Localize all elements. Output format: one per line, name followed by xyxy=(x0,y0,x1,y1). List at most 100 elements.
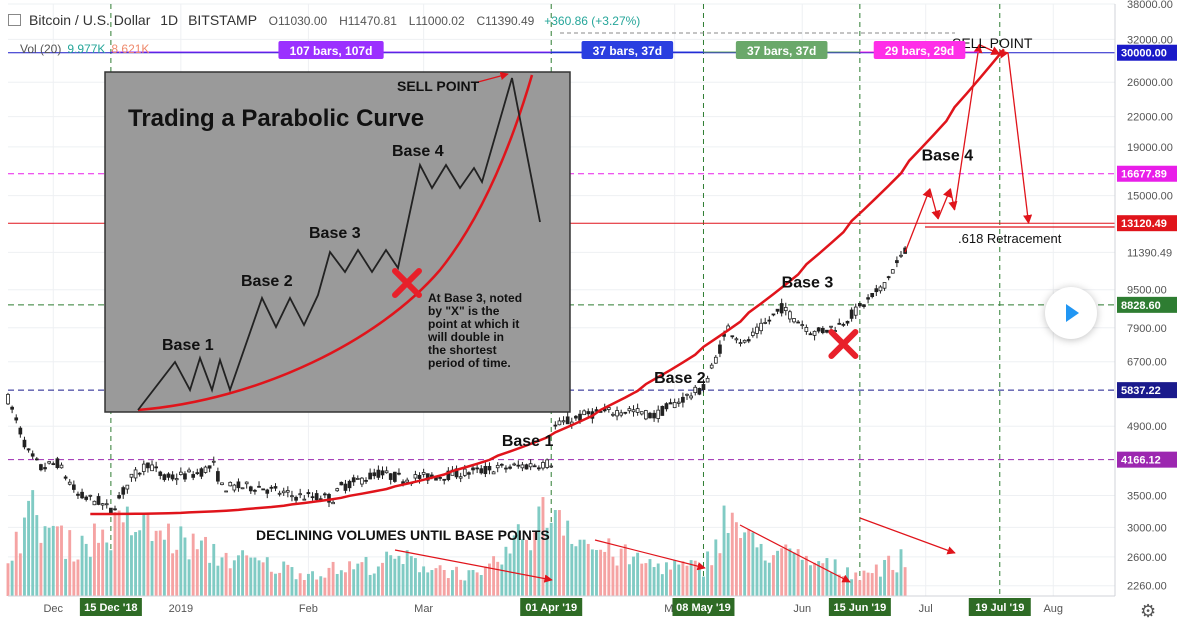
volume-bar xyxy=(899,549,903,596)
volume-bar xyxy=(817,561,821,596)
volume-bar xyxy=(154,530,158,596)
volume-bar xyxy=(895,572,899,596)
candle-body xyxy=(619,412,624,416)
candle-body xyxy=(508,466,512,469)
volume-bar xyxy=(796,549,800,596)
volume-bar xyxy=(689,560,693,596)
volume-trend-arrow-2 xyxy=(739,524,851,583)
candle-body xyxy=(837,322,842,325)
volume-bar xyxy=(693,560,697,596)
inset-note: At Base 3, noted by "X" is the point at wh… xyxy=(427,291,522,370)
candle-body xyxy=(606,407,611,410)
volume-bar xyxy=(825,558,829,596)
volume-bar xyxy=(512,535,516,596)
candle-body xyxy=(224,490,228,493)
volume-bar xyxy=(702,576,705,596)
inset-x-marker xyxy=(392,268,422,298)
volume-bar xyxy=(125,506,129,596)
candle-body xyxy=(582,410,586,416)
change-value: +360.86 (+3.27%) xyxy=(544,14,641,28)
inset-curve xyxy=(137,74,534,412)
candle-body xyxy=(504,467,508,470)
candle-body xyxy=(211,460,216,463)
candle-body xyxy=(574,415,578,419)
candle-body xyxy=(866,297,870,300)
candle-body xyxy=(104,503,109,506)
candle-body xyxy=(820,327,825,334)
volume-bar xyxy=(146,512,150,596)
gear-icon[interactable]: ⚙ xyxy=(1140,601,1157,621)
candle-body xyxy=(133,469,138,479)
volume-bar xyxy=(389,555,393,596)
volume-bar xyxy=(434,568,438,596)
candle-body xyxy=(467,472,471,475)
candle-body xyxy=(195,472,200,475)
volume-bar xyxy=(739,537,742,596)
volume-bar xyxy=(726,532,730,596)
volume-bar xyxy=(31,490,35,596)
volume-bar xyxy=(442,569,446,596)
volume-bar xyxy=(10,560,14,596)
volume-bar xyxy=(199,540,203,596)
menu-icon[interactable] xyxy=(8,14,21,26)
volume-bar xyxy=(286,564,290,596)
candle-body xyxy=(524,464,529,470)
price-tick-0: 38000.00 xyxy=(1127,0,1173,11)
volume-bar xyxy=(800,559,804,596)
candle-body xyxy=(310,496,315,499)
price-tick-2: 26000.00 xyxy=(1127,77,1173,89)
volume-bar xyxy=(537,506,541,596)
candle-body xyxy=(479,468,484,474)
volume-bar xyxy=(792,552,796,596)
candle-body xyxy=(648,412,652,419)
candle-body xyxy=(183,473,187,480)
volume-bar xyxy=(459,579,463,596)
candle-body xyxy=(808,333,813,336)
projection-arrows xyxy=(904,43,1033,253)
bar-count-box-1 xyxy=(581,41,674,59)
candle-body xyxy=(537,467,541,470)
play-button[interactable] xyxy=(1045,287,1097,339)
volume-bar xyxy=(265,557,269,596)
candle-body xyxy=(713,356,718,364)
candle-body xyxy=(771,313,776,316)
level-label-2: 13120.49 xyxy=(1121,218,1167,230)
volume-bar xyxy=(570,543,574,596)
candle-body xyxy=(228,481,233,487)
volume-bar xyxy=(319,576,323,596)
volume-bar xyxy=(88,556,92,596)
price-tick-1: 32000.00 xyxy=(1127,34,1173,46)
volume-bar xyxy=(710,565,714,596)
volume-bar xyxy=(862,570,866,596)
candle-body xyxy=(759,322,763,332)
volume-bar xyxy=(344,572,347,596)
candle-body xyxy=(565,416,570,425)
volume-bar xyxy=(430,570,434,596)
price-tick-14: 2260.00 xyxy=(1127,581,1167,593)
candle-body xyxy=(67,481,72,485)
level-label-box-5 xyxy=(1117,451,1177,468)
volume-bar xyxy=(804,555,808,596)
price-axis: 38000.00 32000.00 26000.00 22000.00 19000.00… xyxy=(1114,0,1177,596)
volume-bar xyxy=(599,549,603,596)
candle-body xyxy=(43,467,47,470)
candle-body xyxy=(652,412,656,419)
time-tick-5: Jun xyxy=(793,603,811,615)
volume-bar xyxy=(101,529,105,596)
parabolic-curve xyxy=(90,48,1005,516)
candle-body xyxy=(701,384,706,391)
candle-body xyxy=(895,260,899,264)
low-value: L11000.02 xyxy=(408,14,465,28)
candle-body xyxy=(858,303,862,307)
candle-body xyxy=(483,466,488,475)
volume-bar xyxy=(352,569,356,596)
volume-bar xyxy=(520,539,524,596)
candle-body xyxy=(162,474,167,481)
candle-body xyxy=(22,439,27,448)
volume-bar xyxy=(829,572,833,596)
volume-bar xyxy=(311,571,314,596)
candle-body xyxy=(277,492,282,495)
candle-body xyxy=(76,493,80,496)
candle-body xyxy=(681,396,685,403)
candle-body xyxy=(351,477,356,483)
